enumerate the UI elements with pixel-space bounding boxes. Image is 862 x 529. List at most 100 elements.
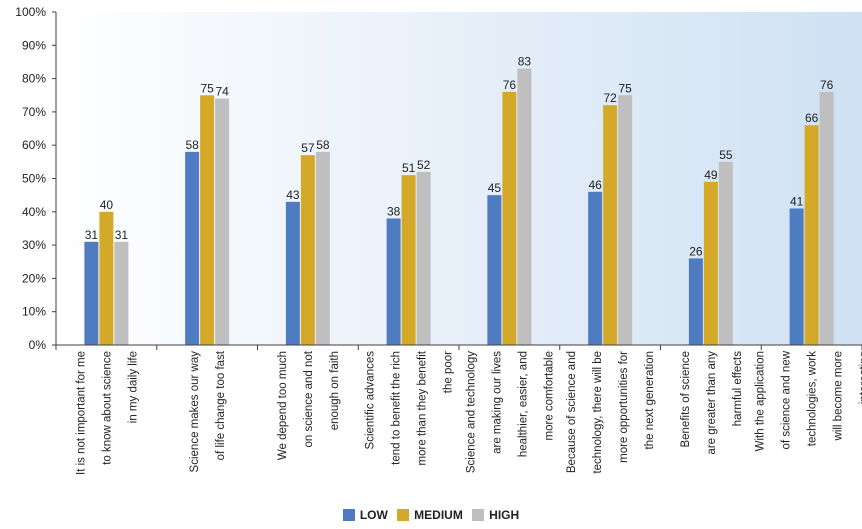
category-label-line: of science and new <box>781 350 793 449</box>
data-label-medium: 76 <box>503 78 517 92</box>
bar-low <box>688 258 703 345</box>
legend-swatch-medium <box>397 509 410 521</box>
category-label-line: more comfortable <box>543 351 555 440</box>
y-tick-label: 0% <box>29 338 47 352</box>
data-label-medium: 51 <box>402 161 416 175</box>
category-label-line: tend to benefit the rich <box>391 351 403 465</box>
bar-high <box>416 171 431 345</box>
y-tick-label: 50% <box>22 172 46 186</box>
data-label-high: 83 <box>518 55 532 69</box>
bar-medium <box>603 105 618 346</box>
bar-medium <box>401 175 416 345</box>
legend-swatch-high <box>472 509 485 521</box>
y-tick-label: 60% <box>22 138 46 152</box>
category-label-line: to know about science <box>101 351 113 465</box>
category-labels: It is not important for me to know about … <box>75 350 862 475</box>
category-label-line: in my daily life <box>127 351 139 423</box>
x-axis <box>55 344 862 350</box>
category-label-line: With the application <box>755 351 767 451</box>
category-label-line: the next generation <box>644 351 656 449</box>
bar-high <box>315 151 330 345</box>
data-label-high: 55 <box>719 148 733 162</box>
y-tick-label: 90% <box>22 38 46 52</box>
data-label-high: 76 <box>820 78 834 92</box>
bar-low <box>487 195 502 345</box>
legend-item-low: LOW <box>342 508 388 522</box>
category-label-line: of life change too fast <box>215 350 227 460</box>
category-label-line: are greater than any <box>706 351 718 455</box>
bar-high <box>618 95 633 345</box>
data-label-high: 75 <box>618 81 632 95</box>
bars <box>84 68 834 346</box>
bar-medium <box>703 181 718 345</box>
category-label-line: technology, there will be <box>592 351 604 474</box>
category-label-line: more than they benefit <box>417 350 429 465</box>
y-tick-label: 80% <box>22 72 46 86</box>
data-label-low: 26 <box>689 244 703 258</box>
data-label-low: 38 <box>387 204 401 218</box>
bar-low <box>285 201 300 345</box>
bar-low <box>84 241 99 345</box>
bar-medium <box>502 91 517 345</box>
bar-high <box>819 91 834 345</box>
data-label-high: 31 <box>115 228 129 242</box>
category-label-line: enough on faith <box>329 351 341 430</box>
bar-high <box>718 161 733 345</box>
data-label-low: 41 <box>790 194 804 208</box>
category-label-line: Scientific advances <box>365 351 377 450</box>
bar-low <box>386 218 401 345</box>
category-label-line: the poor <box>443 351 455 393</box>
legend-label-low: LOW <box>359 508 388 522</box>
data-label-low: 31 <box>85 228 99 242</box>
bar-high <box>517 68 532 346</box>
category-label-line: We depend too much <box>277 351 289 460</box>
bar-medium <box>300 155 315 345</box>
data-label-low: 58 <box>185 138 199 152</box>
data-label-medium: 40 <box>100 198 114 212</box>
category-label-line: more opportunities for <box>618 351 630 463</box>
bar-low <box>185 151 200 345</box>
category-label-line: Because of science and <box>566 351 578 473</box>
data-label-medium: 72 <box>603 91 617 105</box>
data-label-medium: 57 <box>301 141 315 155</box>
category-label-line: Benefits of science <box>680 351 692 448</box>
legend-item-high: HIGH <box>472 508 519 522</box>
category-label-line: healthier, easier, and <box>517 351 529 457</box>
data-label-low: 43 <box>286 188 300 202</box>
data-label-medium: 49 <box>704 168 718 182</box>
legend: LOW MEDIUM HIGH <box>0 508 862 524</box>
bar-medium <box>99 211 114 345</box>
plot-background <box>56 12 862 345</box>
y-axis: 0% 10% 20% 30% 40% 50% 60% 70% 80% 90% 100% <box>15 5 57 352</box>
y-tick-label: 70% <box>22 105 46 119</box>
data-label-medium: 66 <box>805 111 819 125</box>
category-label-line: interesting <box>859 351 862 404</box>
legend-swatch-low <box>342 509 355 521</box>
category-label-line: It is not important for me <box>75 351 87 475</box>
category-label-line: Science makes our way <box>189 351 201 473</box>
data-label-high: 58 <box>316 138 330 152</box>
data-label-high: 74 <box>215 85 229 99</box>
category-label-line: technologies, work <box>807 351 819 446</box>
y-tick-label: 10% <box>22 305 46 319</box>
legend-item-medium: MEDIUM <box>397 508 463 522</box>
data-label-low: 45 <box>488 181 502 195</box>
category-label-line: on science and not <box>303 350 315 447</box>
data-label-high: 52 <box>417 158 431 172</box>
category-label-line: harmful effects <box>732 351 744 426</box>
y-tick-label: 30% <box>22 238 46 252</box>
category-label-line: Science and technology <box>465 351 477 473</box>
y-tick-label: 40% <box>22 205 46 219</box>
category-label-line: will become more <box>833 351 845 441</box>
y-tick-label: 20% <box>22 271 46 285</box>
bar-medium <box>200 95 215 345</box>
legend-label-high: HIGH <box>489 508 520 522</box>
y-tick-label: 100% <box>15 5 46 19</box>
bar-low <box>588 191 603 345</box>
bar-low <box>789 208 804 345</box>
bar-medium <box>804 125 819 345</box>
legend-label-medium: MEDIUM <box>414 508 463 522</box>
data-label-medium: 75 <box>200 81 214 95</box>
